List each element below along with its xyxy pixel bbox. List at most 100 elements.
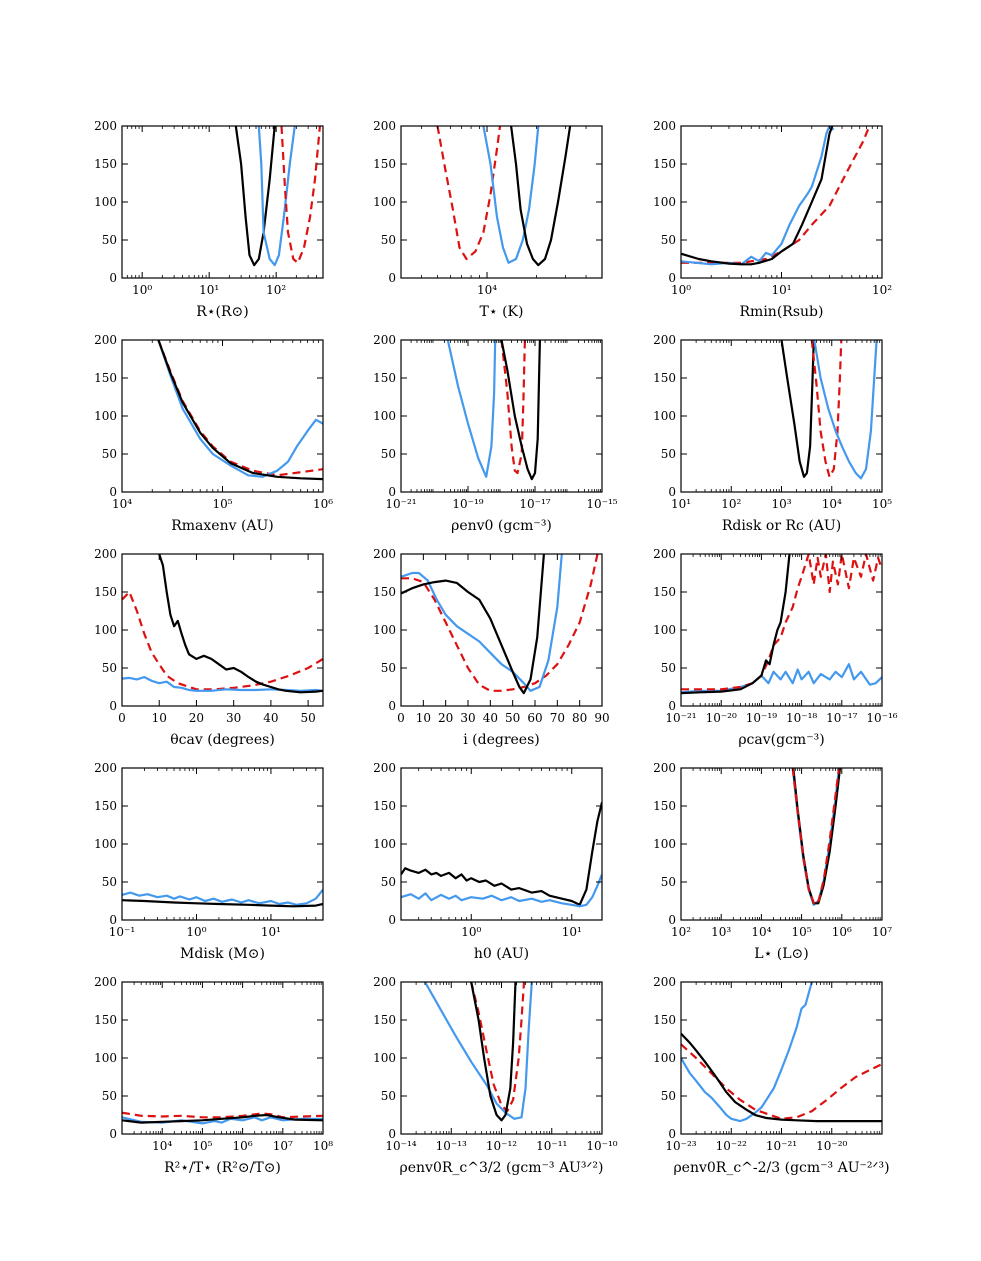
- y-tick-label: 50: [661, 447, 676, 461]
- x-tick-label: 10²: [872, 283, 892, 297]
- series-black-line: [234, 126, 276, 267]
- chart-p6: 10¹ 10² 10³ 10⁴ 10⁵ 0 50 100 150 200 Rdisk or Rc (…: [653, 333, 892, 534]
- series-red-line: [791, 768, 841, 906]
- x-tick-label: 10¹: [771, 283, 791, 297]
- x-tick-label: 50: [505, 711, 520, 725]
- x-tick-label: 10⁰: [671, 283, 691, 297]
- x-tick-label: 10⁷: [872, 925, 892, 939]
- x-tick-label: 10⁰: [132, 283, 152, 297]
- chart-p7: 0 10 20 30 40 50 0 50 100 150 200 θcav (degrees): [94, 547, 324, 748]
- x-tick-label: 10⁻¹: [109, 925, 135, 939]
- series-red-line: [122, 590, 323, 691]
- series-black-line: [780, 340, 815, 478]
- x-tick-label: 10⁵: [872, 497, 892, 511]
- y-tick-label: 100: [94, 1051, 117, 1065]
- series-black-line: [510, 126, 572, 267]
- chart-p5: 10⁻²¹ 10⁻¹⁹ 10⁻¹⁷ 10⁻¹⁵ 0 50 100 150 200 ρenv0 (g…: [373, 333, 618, 534]
- y-tick-label: 200: [94, 333, 117, 347]
- y-tick-label: 200: [653, 547, 676, 561]
- x-axis-label: T⋆ (K): [480, 304, 524, 320]
- x-tick-label: 10⁻¹⁹: [746, 711, 777, 725]
- y-tick-label: 150: [373, 1013, 396, 1027]
- x-axis-label: Rmin(Rsub): [740, 304, 824, 320]
- y-tick-label: 100: [94, 195, 117, 209]
- y-tick-label: 150: [94, 371, 117, 385]
- y-tick-label: 50: [102, 233, 117, 247]
- y-tick-label: 0: [668, 1127, 676, 1141]
- chart-p10: 10⁻¹ 10⁰ 10¹ 0 50 100 150 200 Mdisk (M⊙): [94, 761, 324, 962]
- x-tick-label: 10²: [266, 283, 286, 297]
- series-blue-line: [157, 340, 323, 478]
- series-red-line: [122, 1111, 323, 1119]
- x-tick-label: 10⁶: [233, 1139, 253, 1153]
- y-tick-label: 100: [94, 409, 117, 423]
- chart-p1: 10⁰ 10¹ 10² 0 50 100 150 200 R⋆(R⊙): [94, 119, 324, 320]
- series-black-line: [122, 1113, 323, 1124]
- y-tick-label: 0: [388, 699, 396, 713]
- x-axis-label: Rmaxenv (AU): [171, 518, 274, 534]
- y-tick-label: 0: [388, 271, 396, 285]
- y-tick-label: 100: [373, 623, 396, 637]
- panels: 10⁰ 10¹ 10²050100150200R⋆(R⊙)10⁴0501001502…: [94, 119, 898, 1176]
- x-tick-label: 10⁻¹⁵: [586, 497, 617, 511]
- series-black-line: [470, 982, 517, 1122]
- y-tick-label: 200: [373, 119, 396, 133]
- y-tick-label: 50: [102, 447, 117, 461]
- y-tick-label: 200: [94, 547, 117, 561]
- x-tick-label: 90: [594, 711, 609, 725]
- x-tick-label: 10⁵: [192, 1139, 212, 1153]
- y-tick-label: 150: [373, 371, 396, 385]
- y-tick-label: 0: [109, 699, 117, 713]
- x-tick-label: 0: [118, 711, 126, 725]
- y-tick-label: 200: [94, 119, 117, 133]
- x-tick-label: 10¹: [199, 283, 219, 297]
- x-tick-label: 10⁻¹⁴: [385, 1139, 416, 1153]
- x-tick-label: 10⁵: [792, 925, 812, 939]
- x-axis-label: ρenv0 (gcm⁻³): [451, 518, 552, 534]
- x-tick-label: 20: [438, 711, 453, 725]
- chart-p9: 10⁻²¹ 10⁻²⁰ 10⁻¹⁹ 10⁻¹⁸ 10⁻¹⁷ 10⁻¹⁶ 0 50 100 150 2…: [653, 547, 898, 748]
- y-tick-label: 150: [94, 799, 117, 813]
- x-tick-label: 10⁻²⁰: [706, 711, 737, 725]
- series-red-line: [157, 340, 323, 477]
- x-tick-label: 10⁻¹¹: [536, 1139, 567, 1153]
- x-tick-label: 10³: [711, 925, 731, 939]
- x-tick-label: 10²: [721, 497, 741, 511]
- x-axis-label: R⋆(R⊙): [196, 304, 249, 320]
- chart-p3: 10⁰ 10¹ 10² 0 50 100 150 200 Rmin(Rsub): [653, 119, 892, 320]
- x-axis-label: L⋆ (L⊙): [754, 946, 808, 962]
- series-black-line: [500, 340, 541, 481]
- x-axis-label: ρcav(gcm⁻³): [738, 732, 824, 748]
- x-tick-label: 10⁸: [313, 1139, 333, 1153]
- x-tick-label: 10⁻²⁰: [816, 1139, 847, 1153]
- x-tick-label: 10⁴: [477, 283, 497, 297]
- series-blue-line: [446, 340, 497, 478]
- y-tick-label: 0: [109, 913, 117, 927]
- y-tick-label: 100: [373, 837, 396, 851]
- x-axis-label: i (degrees): [463, 732, 540, 748]
- x-axis-label: Mdisk (M⊙): [180, 946, 265, 962]
- chart-p11: 10⁰ 10¹ 0 50 100 150 200 h0 (AU): [373, 761, 603, 962]
- y-tick-label: 150: [94, 585, 117, 599]
- x-axis-label: ρenv0R_c^3/2 (gcm⁻³ AU³ᐟ²): [400, 1160, 604, 1176]
- x-tick-label: 10⁴: [822, 497, 842, 511]
- y-tick-label: 200: [653, 333, 676, 347]
- y-tick-label: 200: [373, 975, 396, 989]
- chart-p8: 0 10 20 30 40 50 60 70 80 90 0 50 100 150 200 i (degree…: [373, 547, 610, 748]
- series-black-line: [681, 1032, 882, 1123]
- x-tick-label: 10³: [771, 497, 791, 511]
- y-tick-label: 0: [668, 485, 676, 499]
- y-tick-label: 50: [381, 1089, 396, 1103]
- y-tick-label: 150: [653, 371, 676, 385]
- x-axis-label: R²⋆/T⋆ (R²⊙/T⊙): [164, 1160, 281, 1176]
- series-blue-line: [424, 982, 533, 1120]
- x-axis-label: θcav (degrees): [170, 732, 275, 748]
- x-tick-label: 10⁴: [152, 1139, 172, 1153]
- y-tick-label: 200: [653, 119, 676, 133]
- x-tick-label: 30: [226, 711, 241, 725]
- y-tick-label: 50: [102, 1089, 117, 1103]
- y-tick-label: 0: [388, 1127, 396, 1141]
- x-tick-label: 10¹: [261, 925, 281, 939]
- y-tick-label: 150: [653, 157, 676, 171]
